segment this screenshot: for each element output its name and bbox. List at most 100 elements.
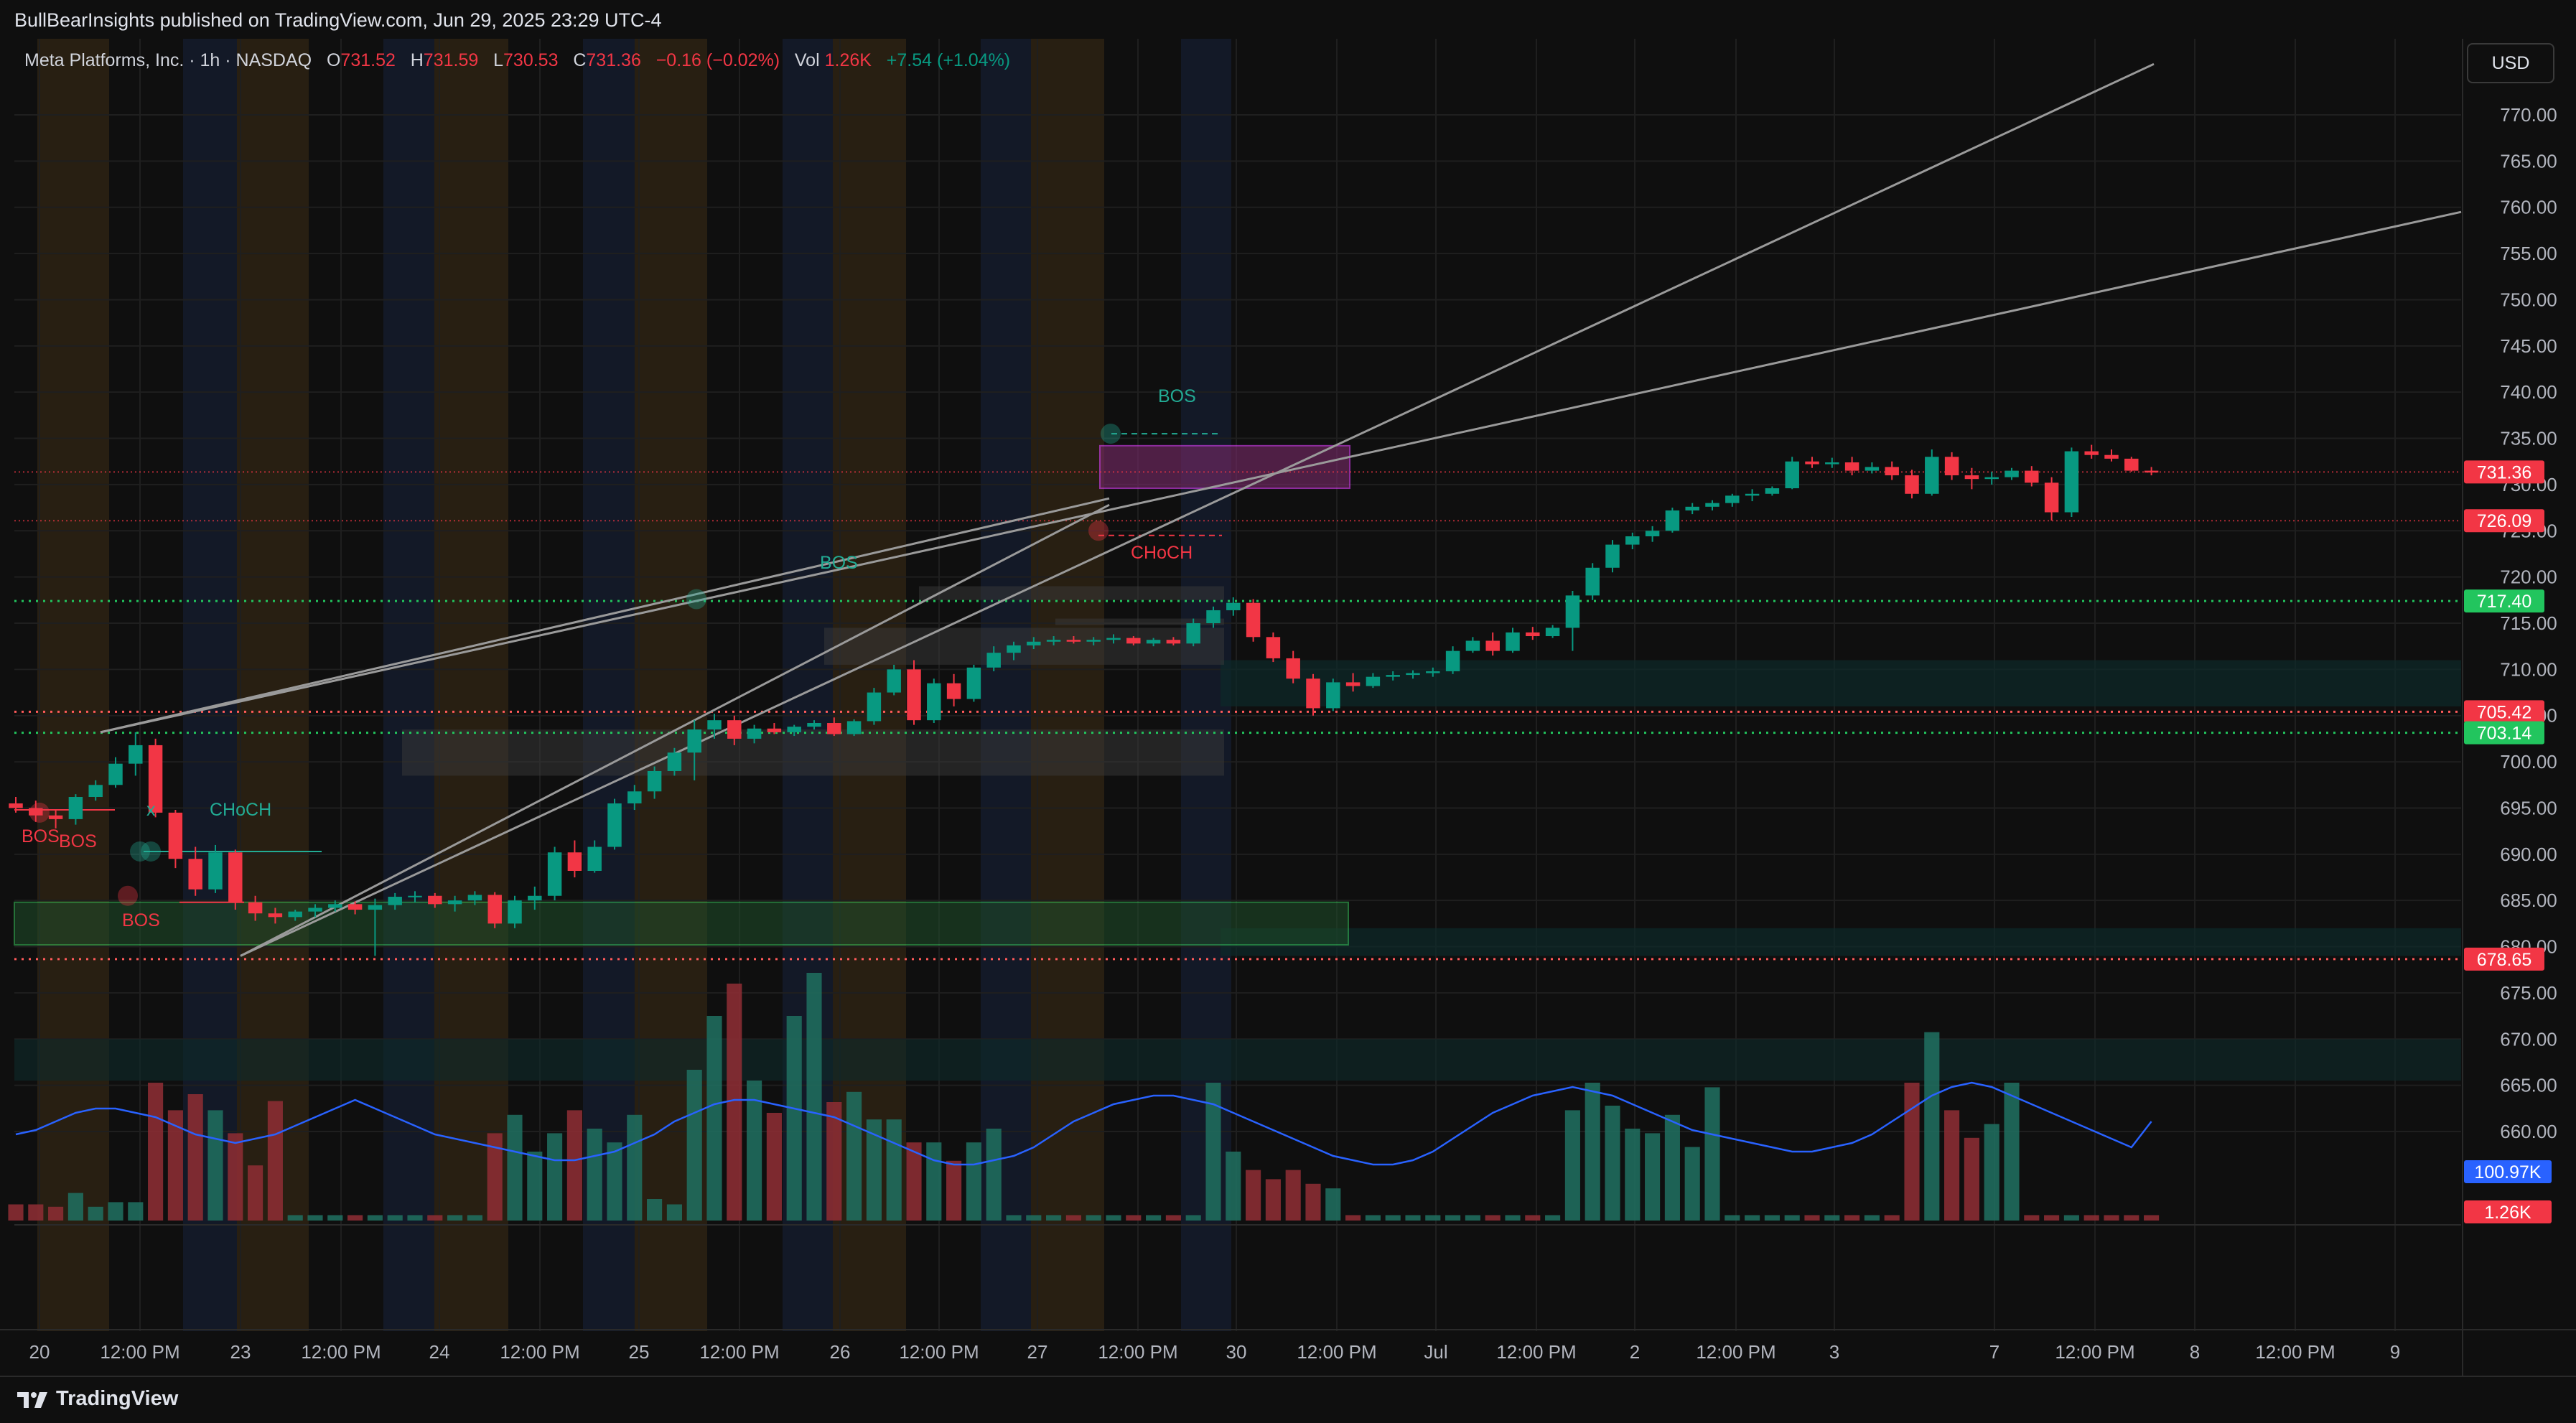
volume-bar [2083,1215,2099,1221]
candle-body [308,908,322,912]
candle-body [687,729,701,753]
candle-body [1206,610,1221,623]
candle-body [9,803,23,808]
low-label: L [493,50,504,70]
candle [767,723,782,734]
candle-body [1585,567,1600,596]
volume-bar [886,1119,902,1221]
volume-bar [228,1133,243,1221]
candle-body [1725,495,1740,503]
candle [986,646,1001,671]
volume-bar [1465,1215,1480,1221]
candle [447,895,462,912]
candle-body [1246,602,1261,638]
candle [1426,667,1440,677]
volume-ma-line [15,1081,2152,1166]
candle [1007,641,1021,661]
candle-body [607,803,622,847]
candle-body [288,911,302,918]
volume-bar [287,1215,303,1221]
candle [1485,632,1500,656]
candle-body [1805,461,1819,465]
structure-label: CHoCH [1131,543,1193,563]
x-axis-tick: 8 [2190,1341,2200,1363]
x-axis-tick: 30 [1226,1341,1247,1363]
price-label-text: 678.65 [2477,950,2531,970]
x-axis-tick: 12:00 PM [1496,1341,1576,1363]
y-axis-tick: 770.00 [2500,104,2557,126]
volume-bar [906,1142,922,1221]
volume-bar [167,1110,183,1221]
candle-body [1964,475,1979,480]
volume-bar [1086,1215,1101,1221]
open-label: O [326,50,341,70]
pivot-marker [1101,424,1121,444]
volume-bar [866,1119,882,1221]
volume-label-pill: 100.97K [2464,1160,2552,1183]
candle-body [428,895,442,905]
candle-body [1126,638,1141,644]
currency-selector[interactable]: USD [2467,43,2554,83]
volume-bar [1405,1215,1421,1221]
candle [347,901,363,915]
x-axis-tick: 12:00 PM [2255,1341,2335,1363]
candle-body [2104,454,2119,459]
structure-label: BOS [820,553,858,573]
volume-bar [1385,1215,1401,1221]
volume-bar [547,1133,563,1221]
candle-body [1685,506,1699,510]
x-axis-tick: 24 [429,1341,450,1363]
symbol-name: Meta Platforms, Inc. · 1h · NASDAQ [24,50,312,70]
volume-bar [1325,1188,1341,1221]
close-label: C [573,50,587,70]
candle [288,910,302,921]
candle [1406,670,1420,679]
volume-bar [1884,1215,1900,1221]
candle-body [1485,640,1500,651]
candle-body [727,720,742,739]
volume-bar [1564,1110,1580,1221]
volume-bar [1485,1215,1501,1221]
high-value: 731.59 [423,50,479,70]
volume-bar [1984,1124,1999,1221]
candle-body [1705,503,1719,507]
candle [1246,599,1261,642]
candle [1366,673,1381,689]
candle [1166,637,1181,645]
volume-bar [207,1110,223,1221]
candle-body [1465,640,1480,651]
volume-bar [148,1083,164,1221]
y-axis-tick: 665.00 [2500,1075,2557,1096]
session-band [1031,39,1104,1331]
volume-bar [1205,1083,1221,1221]
volume-bar [587,1129,602,1221]
demand-zone-band [1221,660,2461,706]
candle-body [1146,640,1161,644]
candle [1386,671,1400,681]
candle [1905,470,1919,499]
volume-bar [407,1215,423,1221]
order-block [1055,618,1224,625]
candle [368,898,383,956]
candle [1106,634,1121,644]
candle-body [1046,640,1061,642]
volume-bar [347,1215,363,1221]
candle-body [1007,645,1021,653]
volume-bar [1006,1215,1022,1221]
publisher-text: BullBearInsights published on TradingVie… [14,9,662,31]
tradingview-logo[interactable]: TradingView [16,1387,178,1411]
candle [2044,477,2059,521]
candle-body [707,720,722,730]
y-axis-tick: 715.00 [2500,612,2557,634]
price-label-pill: 726.09 [2464,509,2544,533]
volume-bar [367,1215,383,1221]
candle [727,715,742,745]
x-axis-tick: 7 [1989,1341,1999,1363]
candle [647,766,662,799]
candle-body [68,797,83,819]
x-axis-tick: 9 [2390,1341,2400,1363]
volume-bar [248,1165,263,1221]
candle-body [627,791,642,804]
x-axis-tick: 12:00 PM [699,1341,779,1363]
